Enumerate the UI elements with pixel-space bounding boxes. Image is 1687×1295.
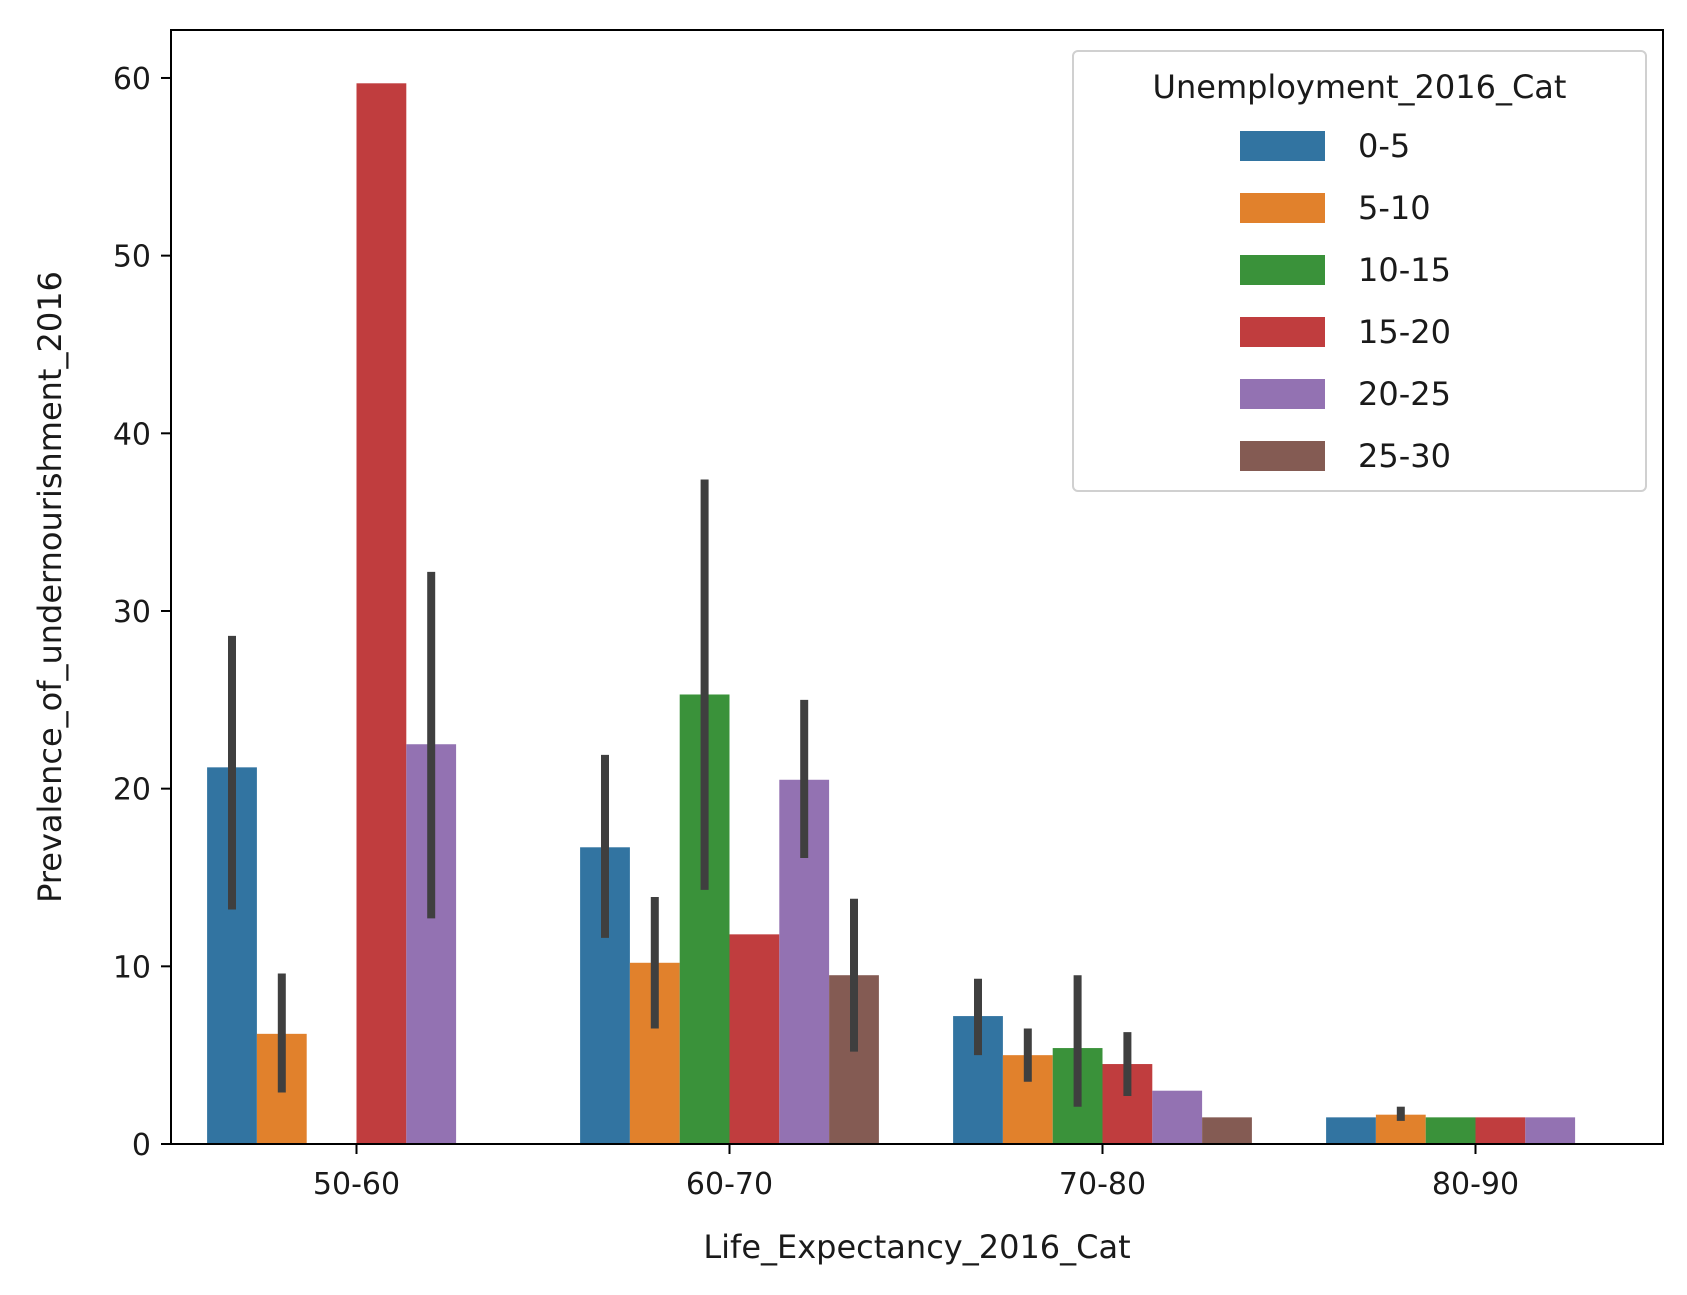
y-tick-label: 50 bbox=[113, 240, 151, 275]
legend-swatch-15-20 bbox=[1240, 317, 1325, 347]
legend-label-0-5: 0-5 bbox=[1358, 127, 1410, 165]
legend-label-5-10: 5-10 bbox=[1358, 189, 1431, 227]
y-tick-label: 0 bbox=[132, 1128, 151, 1163]
axes-layer: 0 10 20 30 40 50 60 50-60 60-70 70-80 80-90 bbox=[113, 29, 1664, 1202]
bar-15-20-80-90 bbox=[1475, 1117, 1526, 1144]
bar-25-30-70-80 bbox=[1202, 1117, 1252, 1144]
legend-label-20-25: 20-25 bbox=[1358, 375, 1451, 413]
y-axis-title: Prevalence_of_undernourishment_2016 bbox=[31, 271, 69, 903]
plot-frame bbox=[170, 29, 1664, 1145]
legend-label-10-15: 10-15 bbox=[1358, 251, 1451, 289]
legend-label-25-30: 25-30 bbox=[1358, 437, 1451, 475]
legend-swatch-5-10 bbox=[1240, 193, 1325, 223]
bar-20-25-80-90 bbox=[1525, 1117, 1576, 1144]
legend-swatch-20-25 bbox=[1240, 379, 1325, 409]
bar-0-5-80-90 bbox=[1326, 1117, 1376, 1144]
y-tick-label: 60 bbox=[113, 62, 151, 97]
bar-10-15-80-90 bbox=[1425, 1117, 1476, 1144]
bar-15-20-60-70 bbox=[729, 934, 780, 1144]
x-tick-label: 70-80 bbox=[1059, 1167, 1146, 1202]
legend-title: Unemployment_2016_Cat bbox=[1153, 68, 1567, 106]
legend-swatch-0-5 bbox=[1240, 131, 1325, 161]
bar-15-20-50-60 bbox=[356, 83, 407, 1144]
legend-label-15-20: 15-20 bbox=[1358, 313, 1451, 351]
y-tick-label: 10 bbox=[113, 950, 151, 985]
y-tick-label: 30 bbox=[113, 595, 151, 630]
x-tick-label: 50-60 bbox=[313, 1167, 400, 1202]
error-bars-layer bbox=[228, 479, 1405, 1121]
legend-swatch-10-15 bbox=[1240, 255, 1325, 285]
bars-layer bbox=[207, 83, 1576, 1144]
legend: Unemployment_2016_Cat 0-5 5-10 10-15 15-20 2… bbox=[1072, 50, 1647, 492]
y-tick-label: 40 bbox=[113, 417, 151, 452]
y-tick-label: 20 bbox=[113, 773, 151, 808]
x-tick-label: 60-70 bbox=[686, 1167, 773, 1202]
x-tick-label: 80-90 bbox=[1432, 1167, 1519, 1202]
legend-swatch-25-30 bbox=[1240, 441, 1325, 471]
x-axis-title: Life_Expectancy_2016_Cat bbox=[703, 1228, 1130, 1266]
bar-20-25-70-80 bbox=[1152, 1090, 1203, 1144]
legend-frame bbox=[1072, 50, 1647, 492]
